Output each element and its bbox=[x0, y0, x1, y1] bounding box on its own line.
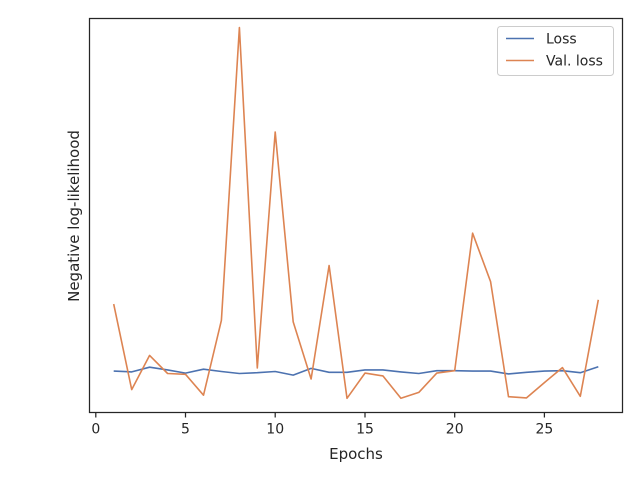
x-tick-label: 25 bbox=[535, 422, 553, 438]
legend: Loss Val. loss bbox=[497, 26, 614, 76]
axes-frame bbox=[88, 17, 624, 414]
x-tick-label: 15 bbox=[356, 422, 374, 438]
x-tick-label: 5 bbox=[181, 422, 190, 438]
x-tick-label: 10 bbox=[266, 422, 284, 438]
x-tick-label: 0 bbox=[91, 422, 100, 438]
series-line-loss bbox=[113, 366, 599, 376]
legend-label-loss: Loss bbox=[546, 32, 577, 48]
y-axis-label: Negative log-likelihood bbox=[65, 130, 83, 302]
x-tick-label: 20 bbox=[446, 422, 464, 438]
x-axis-label: Epochs bbox=[329, 445, 383, 463]
series-line-val-loss bbox=[112, 26, 600, 400]
legend-label-val-loss: Val. loss bbox=[546, 54, 603, 70]
